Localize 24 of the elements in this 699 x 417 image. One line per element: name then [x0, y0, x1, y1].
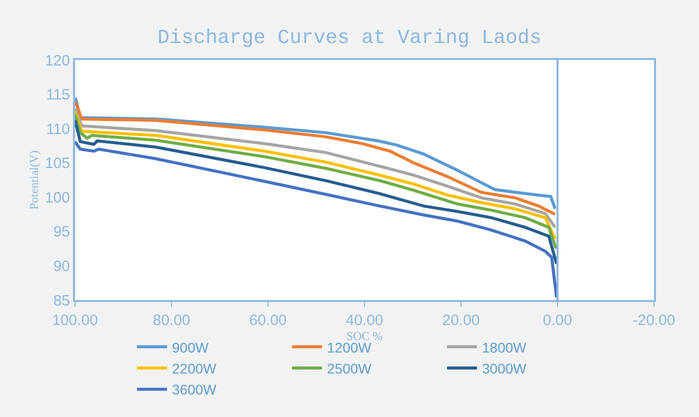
y-tick-label: 115: [46, 86, 70, 104]
x-tick-label: 20.00: [442, 312, 480, 329]
x-tick-label: 40.00: [346, 312, 384, 329]
legend-label: 2500W: [327, 360, 372, 376]
y-tick-label: 120: [44, 52, 70, 70]
x-tick-label: 80.00: [152, 312, 190, 329]
y-tick-label: 90: [53, 258, 70, 275]
legend-label: 3600W: [172, 382, 218, 398]
x-tick-label: 60.00: [249, 312, 287, 329]
legend-label: 1800W: [482, 339, 528, 356]
x-tick-label: 0.00: [542, 312, 572, 329]
y-axis-title: Potential(V): [26, 150, 41, 210]
line-series: [75, 140, 558, 299]
legend-label: 2200W: [172, 360, 218, 376]
y-tick-label: 95: [53, 224, 70, 241]
y-tick-label: 110: [46, 120, 70, 138]
legend-label: 3000W: [482, 360, 528, 376]
y-tick-label: 105: [44, 155, 70, 172]
x-tick-label: 100.00: [52, 312, 98, 329]
x-tick-label: -20.00: [632, 312, 676, 329]
legend-label: 900W: [172, 339, 210, 356]
y-tick-label: 85: [53, 292, 70, 310]
chart-title: Discharge Curves at Varing Laods: [157, 27, 542, 50]
y-tick-label: 100: [44, 189, 70, 206]
